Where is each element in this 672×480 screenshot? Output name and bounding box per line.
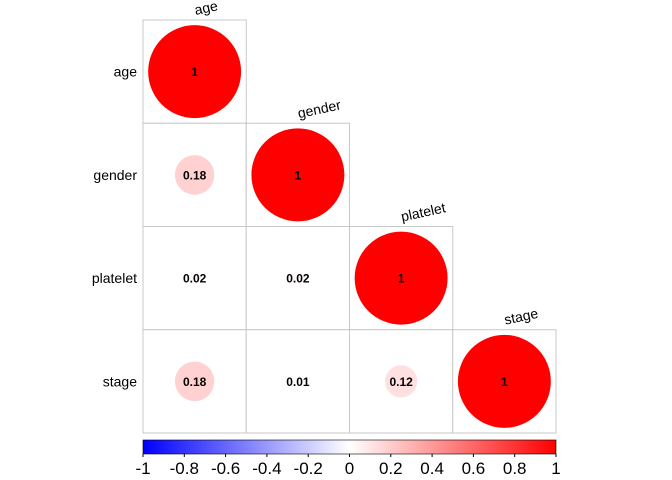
row-label-age: age [114,64,138,80]
row-labels: age gender platelet stage [92,64,137,390]
correlation-circle-stage-stage [457,334,551,428]
colorbar-tick-label-1: -0.8 [170,459,199,478]
colorbar-tick-label-10: 1 [551,459,560,478]
correlation-circle-stage-platelet [385,365,418,398]
row-label-gender: gender [93,167,137,183]
correlation-circle-stage-gender [293,376,303,387]
correlation-value-stage-age: 0.18 [183,375,207,389]
column-label-gender: gender [296,96,342,121]
correlation-circle-age-age [148,25,242,119]
correlation-circle-stage-age [174,361,215,402]
correlation-value-platelet-platelet: 1 [398,272,405,286]
colorbar: -1 -0.8 -0.6 -0.4 -0.2 0 0.2 0.4 0.6 0.8 1 [135,439,561,478]
correlation-value-platelet-age: 0.02 [183,272,207,286]
colorbar-tick-label-6: 0.2 [379,459,403,478]
correlation-circle-platelet-gender [291,271,305,285]
correlation-circles [148,25,551,428]
colorbar-gradient [142,439,557,455]
column-label-age: age [193,0,219,18]
correlation-circle-platelet-age [188,271,202,285]
row-label-stage: stage [103,373,137,389]
colorbar-tick-label-2: -0.6 [211,459,240,478]
colorbar-tick-label-4: -0.2 [294,459,323,478]
correlation-value-gender-gender: 1 [295,168,302,182]
correlation-values: 1 0.18 1 0.02 0.02 1 0.18 0.01 0.12 1 [183,65,508,389]
correlation-value-gender-age: 0.18 [183,168,207,182]
correlation-value-stage-gender: 0.01 [286,375,310,389]
correlation-value-age-age: 1 [191,65,198,79]
column-label-platelet: platelet [399,199,447,224]
correlation-value-stage-stage: 1 [501,375,508,389]
correlation-circle-platelet-platelet [354,231,448,325]
colorbar-tick-label-7: 0.4 [420,459,444,478]
correlation-circle-gender-gender [251,128,345,222]
row-label-platelet: platelet [92,270,137,286]
column-label-stage: stage [503,305,540,328]
colorbar-tick-label-8: 0.6 [462,459,486,478]
correlation-value-stage-platelet: 0.12 [389,375,413,389]
colorbar-tick-label-9: 0.8 [503,459,527,478]
colorbar-tick-label-3: -0.4 [252,459,281,478]
colorbar-tick-label-0: -1 [135,459,150,478]
correlation-circle-gender-age [174,155,215,195]
correlation-value-platelet-gender: 0.02 [286,272,310,286]
colorbar-tick-label-5: 0 [345,459,354,478]
